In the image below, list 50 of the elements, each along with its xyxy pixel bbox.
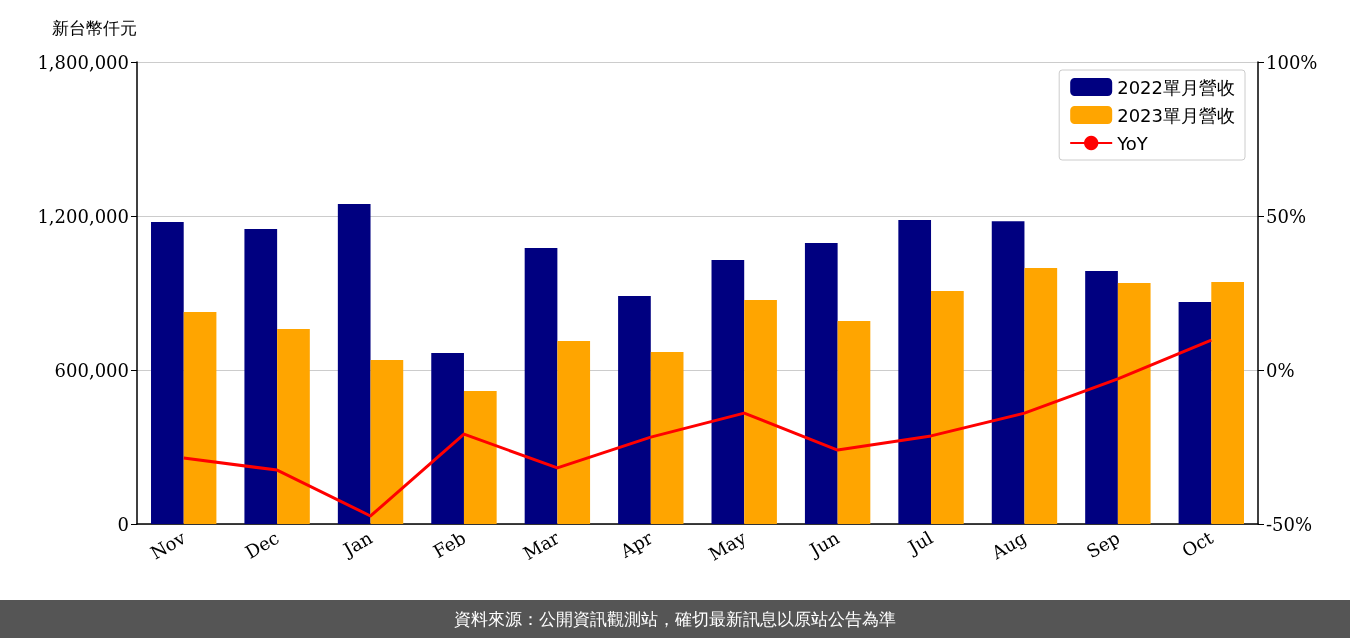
bar bbox=[370, 359, 404, 524]
y2-tick-label: -50% bbox=[1266, 513, 1313, 535]
bar bbox=[898, 220, 932, 524]
bar bbox=[1211, 281, 1244, 524]
bar bbox=[804, 242, 838, 524]
bar bbox=[431, 353, 464, 524]
x-tick-label: Oct bbox=[1178, 526, 1218, 562]
y-tick-label: 1,800,000 bbox=[37, 51, 129, 73]
x-tick-label: Nov bbox=[146, 526, 190, 564]
bar bbox=[931, 290, 964, 524]
bar bbox=[1024, 268, 1058, 524]
bar bbox=[744, 299, 777, 524]
y-tick-label: 1,200,000 bbox=[37, 205, 129, 227]
bar bbox=[618, 296, 651, 524]
bar bbox=[650, 352, 684, 524]
y-tick-label: 600,000 bbox=[54, 359, 129, 381]
bar bbox=[1085, 270, 1118, 524]
y-tick-label: 0 bbox=[117, 513, 129, 535]
bar bbox=[183, 311, 217, 524]
x-tick-label: Apr bbox=[616, 526, 657, 563]
y2-tick-label: 0% bbox=[1266, 359, 1295, 381]
x-tick-label: Sep bbox=[1082, 526, 1124, 563]
bar bbox=[991, 221, 1025, 524]
source-note: 資料來源：公開資訊觀測站，確切最新訊息以原站公告為準 bbox=[0, 600, 1350, 638]
legend-label: 2022單月營收 bbox=[1117, 76, 1235, 98]
bar bbox=[244, 229, 278, 524]
bar bbox=[524, 248, 558, 524]
x-tick-label: Jun bbox=[804, 526, 844, 562]
legend-label: YoY bbox=[1116, 132, 1149, 154]
x-tick-label: Jan bbox=[338, 526, 377, 561]
y2-tick-label: 50% bbox=[1266, 205, 1307, 227]
x-tick-label: Jul bbox=[902, 526, 937, 559]
bar bbox=[151, 221, 184, 524]
bar bbox=[711, 259, 745, 524]
bar bbox=[1117, 282, 1151, 524]
x-tick-label: Mar bbox=[519, 526, 563, 564]
x-tick-label: Aug bbox=[987, 526, 1030, 564]
bar bbox=[1178, 301, 1212, 524]
bar bbox=[463, 391, 497, 524]
y2-tick-label: 100% bbox=[1266, 51, 1318, 73]
x-tick-label: Feb bbox=[429, 526, 470, 562]
x-tick-label: May bbox=[704, 526, 751, 565]
y-axis-title: 新台幣仟元 bbox=[52, 17, 137, 38]
x-tick-label: Dec bbox=[241, 526, 283, 563]
legend-label: 2023單月營收 bbox=[1117, 104, 1235, 126]
bar bbox=[337, 203, 371, 524]
bar bbox=[837, 320, 871, 524]
line-series bbox=[182, 338, 1213, 518]
bar bbox=[277, 328, 310, 524]
bar bbox=[557, 341, 591, 524]
